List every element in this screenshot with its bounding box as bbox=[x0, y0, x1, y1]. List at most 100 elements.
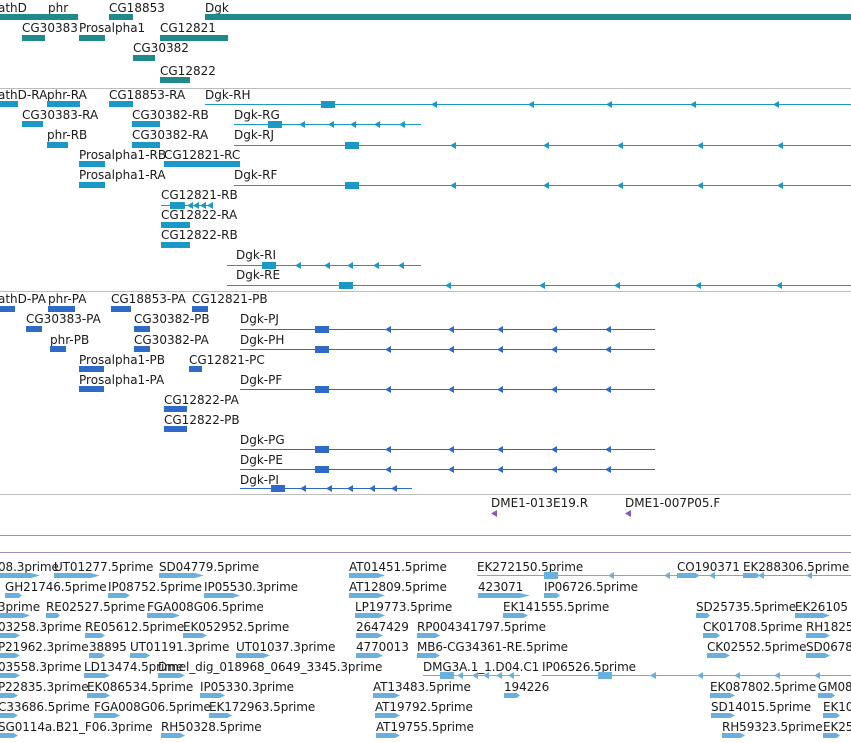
est-feature-label: C33686.5prime bbox=[0, 700, 90, 714]
gene-track: athD phr CG18853 Dgk CG30383 Prosalpha1 CG1282… bbox=[0, 0, 851, 88]
est-feature-glyph bbox=[183, 633, 207, 638]
est-feature-glyph bbox=[417, 653, 440, 658]
est-feature-label: EK141555.5prime bbox=[503, 600, 610, 614]
exon-block bbox=[262, 262, 276, 269]
marker-glyph bbox=[625, 510, 631, 517]
genes-feature-glyph bbox=[22, 35, 45, 41]
est-feature-label: FGA008G06.5prime bbox=[94, 700, 211, 714]
est-feature-glyph bbox=[355, 613, 385, 618]
prot-feature-glyph bbox=[134, 326, 150, 332]
est-feature-glyph bbox=[795, 613, 830, 618]
exon-block bbox=[315, 466, 329, 473]
est-feature-label: CK02552.5prime bbox=[707, 640, 807, 654]
est-feature-label: EK272150.5prime bbox=[477, 560, 584, 574]
exon-arrow bbox=[773, 101, 779, 108]
est-feature-label: EK172963.5prime bbox=[209, 700, 316, 714]
prot-feature-glyph bbox=[192, 306, 208, 312]
exon-arrow bbox=[496, 672, 502, 679]
est-feature-glyph bbox=[677, 573, 700, 578]
exon-arrow bbox=[551, 386, 557, 393]
prot-feature-glyph bbox=[79, 386, 104, 392]
tx-feature-glyph bbox=[109, 101, 133, 107]
exon-arrow bbox=[326, 485, 332, 492]
exon-arrow bbox=[448, 386, 454, 393]
exon-arrow bbox=[758, 572, 764, 579]
est-feature-glyph bbox=[743, 573, 760, 578]
exon-arrow bbox=[551, 466, 557, 473]
est-feature-glyph bbox=[46, 613, 60, 618]
est-feature-label: P22835.3prime bbox=[0, 680, 89, 694]
est-feature-label: RP004341797.5prime bbox=[417, 620, 546, 634]
exon-arrow bbox=[697, 672, 703, 679]
exon-arrow bbox=[605, 446, 611, 453]
exon-arrow bbox=[814, 672, 820, 679]
prot-feature-label: CG12821-PB bbox=[192, 292, 268, 306]
genes-feature-label: CG12822 bbox=[160, 64, 216, 78]
est-feature-glyph bbox=[818, 693, 835, 698]
prot-feature-glyph bbox=[0, 306, 15, 312]
est-feature-label: EK26105 bbox=[795, 600, 848, 614]
exon-arrow bbox=[528, 101, 534, 108]
tx-feature-glyph bbox=[0, 101, 18, 107]
tx-feature-label: athD-RA bbox=[0, 89, 48, 102]
est-feature-glyph bbox=[158, 673, 185, 678]
est-feature-label: EK087802.5prime bbox=[710, 680, 817, 694]
exon-arrow bbox=[483, 672, 489, 679]
est-feature-label: SD04779.5prime bbox=[159, 560, 260, 574]
tx-feature-label: CG30382-RB bbox=[132, 108, 209, 122]
tx-feature-glyph bbox=[47, 142, 68, 148]
est-feature-label: 194226 bbox=[504, 680, 550, 694]
genes-feature-glyph bbox=[160, 77, 190, 83]
exon-arrow bbox=[445, 282, 451, 289]
est-feature-label: 4770013 bbox=[356, 640, 409, 654]
prot-feature-label: Dgk-PG bbox=[240, 433, 285, 447]
exon-arrow bbox=[385, 326, 391, 333]
exon-arrow bbox=[299, 121, 305, 128]
est-feature-glyph bbox=[209, 713, 232, 718]
est-feature-label: LD13474.5prime bbox=[84, 660, 184, 674]
est-track: 08.3prime UT01277.5prime SD04779.5prime AT0… bbox=[0, 559, 851, 743]
est-feature-glyph bbox=[806, 633, 830, 638]
prot-feature-label: CG30382-PB bbox=[134, 312, 210, 326]
transcript-track: athD-RA phr-RA CG18853-RA Dgk-RH CG30383-RA C… bbox=[0, 89, 851, 291]
exon-arrow bbox=[695, 282, 701, 289]
exon-arrow bbox=[497, 466, 503, 473]
prot-feature-label: CG30383-PA bbox=[26, 312, 101, 326]
exon-arrow bbox=[448, 466, 454, 473]
est-feature-glyph bbox=[108, 593, 130, 598]
est-feature-label: SD14015.5prime bbox=[711, 700, 812, 714]
prot-feature-glyph bbox=[50, 346, 66, 352]
tx-feature-label: CG12822-RB bbox=[161, 228, 238, 242]
tx-feature-glyph bbox=[132, 121, 160, 127]
exon-block bbox=[315, 386, 329, 393]
marker-glyph bbox=[491, 510, 497, 517]
exon-arrow bbox=[207, 202, 213, 209]
exon-arrow bbox=[450, 182, 456, 189]
exon-arrow bbox=[350, 121, 356, 128]
tx-feature-glyph bbox=[47, 101, 80, 107]
prot-feature-glyph bbox=[240, 349, 655, 350]
exon-arrow bbox=[551, 326, 557, 333]
exon-arrow bbox=[605, 466, 611, 473]
est-feature-glyph bbox=[376, 733, 400, 738]
exon-arrow bbox=[374, 121, 380, 128]
prot-feature-glyph bbox=[240, 449, 655, 450]
est-feature-glyph bbox=[544, 593, 560, 598]
est-feature-glyph bbox=[478, 593, 530, 598]
est-feature-label: 38895 bbox=[89, 640, 127, 654]
exon-arrow bbox=[608, 572, 614, 579]
exon-block bbox=[440, 672, 454, 679]
exon-arrow bbox=[664, 572, 670, 579]
exon-block bbox=[315, 326, 329, 333]
est-feature-label: SG0114a.B21_F06.3prime bbox=[0, 720, 153, 734]
est-feature-label: RE05612.5prime bbox=[85, 620, 185, 634]
exon-arrow bbox=[650, 672, 656, 679]
exon-arrow bbox=[497, 326, 503, 333]
exon-arrow bbox=[697, 142, 703, 149]
est-feature-glyph bbox=[806, 653, 830, 658]
exon-arrow bbox=[605, 326, 611, 333]
est-feature-label: RH50328.5prime bbox=[161, 720, 262, 734]
est-feature-label: P21962.3prime bbox=[0, 640, 89, 654]
exon-block bbox=[598, 672, 612, 679]
genes-feature-label: CG18853 bbox=[109, 1, 165, 15]
